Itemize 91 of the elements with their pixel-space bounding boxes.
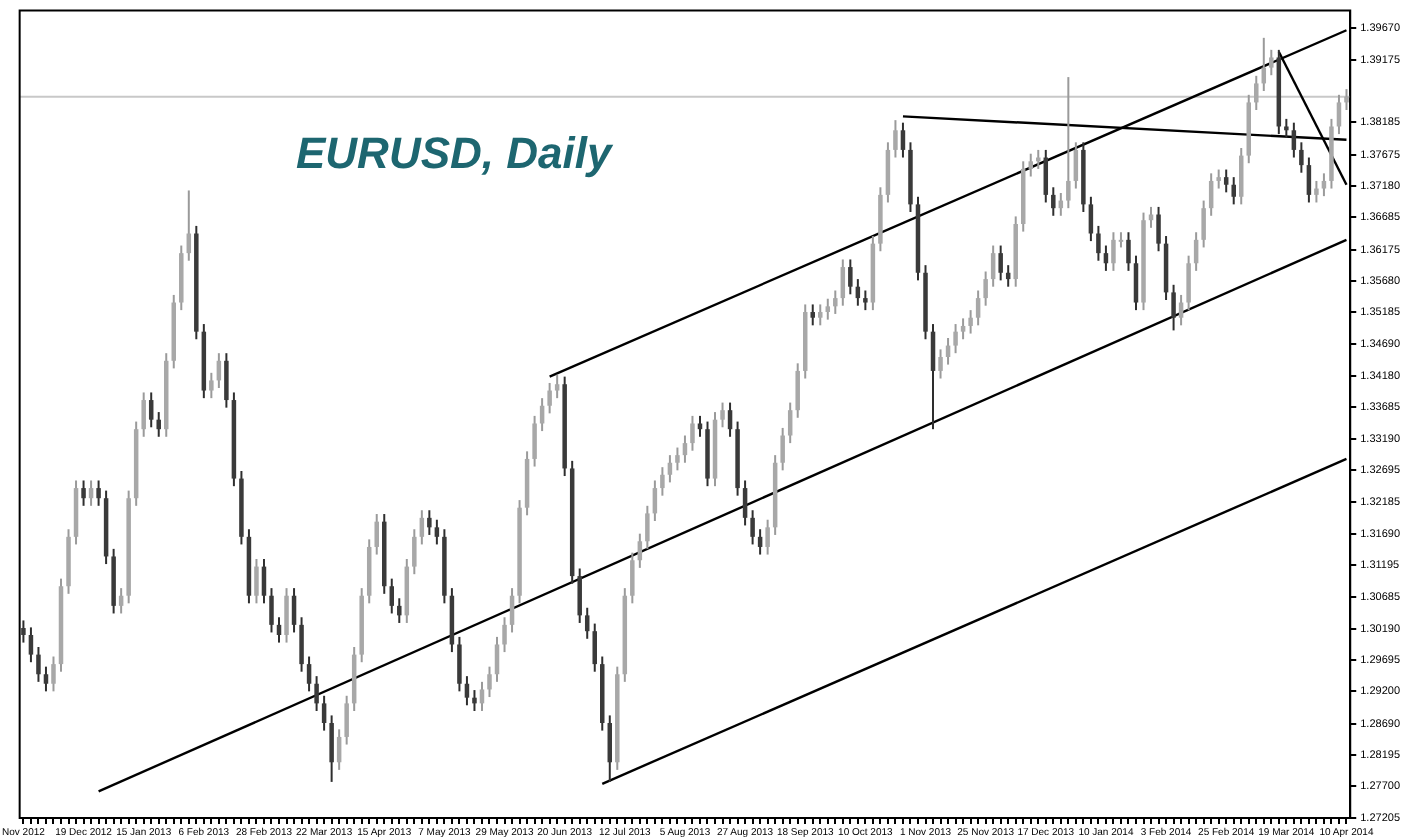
candlestick [675, 446, 680, 472]
candlestick [224, 352, 229, 409]
candlestick [953, 323, 958, 355]
candlestick [1133, 254, 1139, 312]
candlestick [825, 297, 831, 321]
candlestick [457, 635, 462, 693]
candlestick [1344, 88, 1349, 112]
candlestick [321, 694, 327, 732]
text: EURUSD, Daily [296, 128, 612, 180]
candlestick [1088, 195, 1094, 243]
candlestick [344, 694, 349, 746]
candlestick [1269, 48, 1274, 77]
candlestick [1223, 168, 1229, 194]
candlestick [1111, 231, 1116, 272]
candlestick [1096, 224, 1101, 262]
candlestick [584, 606, 590, 640]
candlestick [412, 528, 417, 576]
candlestick [269, 587, 274, 634]
candlestick [1156, 205, 1161, 253]
candlestick [494, 635, 500, 683]
candlestick [547, 381, 552, 415]
candlestick [938, 348, 943, 380]
candlestick [472, 689, 477, 712]
candlestick [21, 619, 26, 644]
candlestick [329, 714, 334, 783]
candlestick [1028, 152, 1033, 178]
candlestick [697, 414, 703, 438]
candlestick [787, 401, 793, 445]
candlestick [299, 616, 304, 673]
candlestick [893, 119, 898, 159]
candlestick [284, 587, 289, 644]
candlestick [1231, 176, 1236, 206]
candlestick [141, 391, 146, 438]
candlestick [532, 414, 537, 468]
candlestick [1051, 186, 1056, 217]
candlestick [645, 504, 650, 550]
candlestick [1186, 254, 1191, 312]
candlestick [389, 577, 395, 615]
candlestick [1321, 172, 1327, 198]
candlestick [554, 373, 560, 400]
candlestick [968, 309, 973, 335]
candlestick [750, 509, 755, 546]
candlestick [900, 121, 906, 159]
candlestick [577, 567, 582, 624]
candlestick [306, 655, 312, 693]
candlestick [96, 479, 101, 507]
candlestick [148, 391, 154, 429]
candlestick [51, 655, 56, 693]
candlestick [720, 401, 725, 429]
candlestick [314, 675, 319, 712]
candlestick [592, 622, 597, 673]
candlestick [795, 362, 800, 419]
candlestick [818, 303, 823, 327]
candlestick [156, 411, 161, 438]
candlestick [28, 626, 34, 664]
candlestick [1201, 199, 1206, 249]
candlestick [36, 646, 41, 683]
candlestick [254, 558, 259, 605]
candlestick [374, 513, 379, 556]
candlestick [397, 597, 402, 624]
candlestick [81, 479, 86, 507]
candlestick [502, 616, 507, 654]
candlestick [630, 551, 635, 605]
candlestick [1066, 76, 1071, 210]
candlestick [427, 509, 432, 536]
candlestick [765, 518, 770, 556]
candlestick [998, 244, 1003, 282]
candlestick [1314, 179, 1319, 204]
candlestick [43, 665, 49, 693]
candlestick [780, 426, 785, 472]
candlestick [660, 466, 665, 497]
candlestick [1216, 168, 1221, 190]
candlestick [434, 518, 440, 546]
candlestick [1291, 121, 1297, 159]
candlestick [487, 665, 492, 699]
candlestick [742, 479, 748, 527]
candlestick [690, 414, 695, 452]
candlestick [209, 371, 214, 400]
candlestick [1171, 283, 1176, 332]
candlestick [1284, 117, 1289, 139]
candlestick [975, 289, 981, 327]
candlestick [863, 289, 868, 312]
candlestick [1254, 74, 1259, 112]
candlestick [833, 289, 838, 315]
candlestick [1299, 141, 1304, 174]
candlestick [960, 317, 966, 341]
candlestick [810, 303, 815, 327]
candlestick [1126, 231, 1131, 272]
candlestick [848, 258, 853, 296]
candlestick [1306, 156, 1312, 204]
candlestick [983, 270, 988, 307]
